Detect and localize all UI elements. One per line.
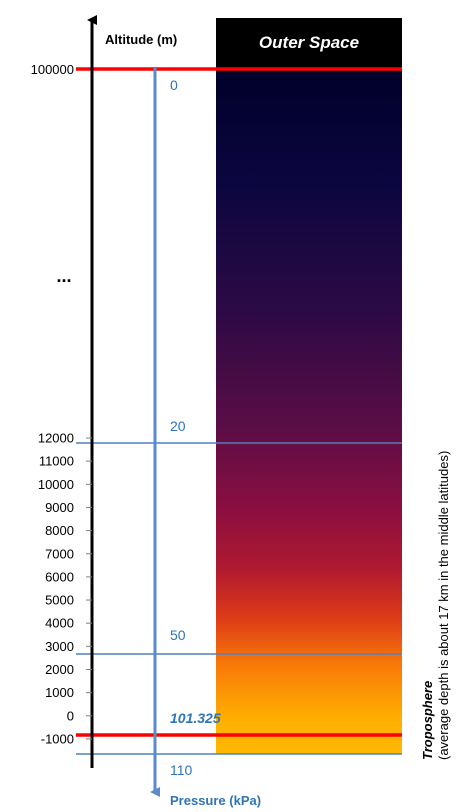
altitude-tick-label: 11000 bbox=[39, 454, 74, 469]
pressure-label-110: 110 bbox=[170, 762, 193, 778]
altitude-top-label: 100000 bbox=[31, 62, 74, 77]
pressure-label-50: 50 bbox=[170, 627, 186, 643]
altitude-tick-label: -1000 bbox=[41, 731, 74, 746]
altitude-tick-label: 8000 bbox=[45, 523, 74, 538]
altitude-tick-label: 6000 bbox=[45, 569, 74, 584]
altitude-tick-label: 7000 bbox=[45, 546, 74, 561]
altitude-tick-label: 0 bbox=[67, 708, 74, 723]
altitude-tick-label: 5000 bbox=[45, 593, 74, 608]
altitude-tick-label: 3000 bbox=[45, 639, 74, 654]
atmosphere-gradient bbox=[216, 70, 402, 754]
altitude-tick-label: 9000 bbox=[45, 500, 74, 515]
outer-space-box bbox=[216, 18, 402, 70]
altitude-tick-label: 10000 bbox=[38, 477, 74, 492]
altitude-ticks: 1200011000100009000800070006000500040003… bbox=[38, 431, 92, 746]
altitude-tick-label: 4000 bbox=[45, 616, 74, 631]
altitude-ellipsis: ... bbox=[56, 266, 71, 286]
troposphere-label: Troposphere (average depth is about 17 k… bbox=[420, 451, 451, 760]
pressure-axis-title: Pressure (kPa) bbox=[170, 793, 261, 808]
altitude-tick-label: 1000 bbox=[45, 685, 74, 700]
pressure-label-20: 20 bbox=[170, 418, 186, 434]
pressure-label-101-325: 101.325 bbox=[170, 710, 221, 726]
pressure-label-0: 0 bbox=[170, 77, 178, 93]
altitude-axis-title: Altitude (m) bbox=[105, 32, 177, 47]
troposphere-note: (average depth is about 17 km in the mid… bbox=[436, 451, 451, 760]
altitude-tick-label: 2000 bbox=[45, 662, 74, 677]
outer-space-label: Outer Space bbox=[259, 33, 359, 52]
altitude-tick-label: 12000 bbox=[38, 431, 74, 446]
troposphere-title: Troposphere bbox=[420, 681, 435, 760]
